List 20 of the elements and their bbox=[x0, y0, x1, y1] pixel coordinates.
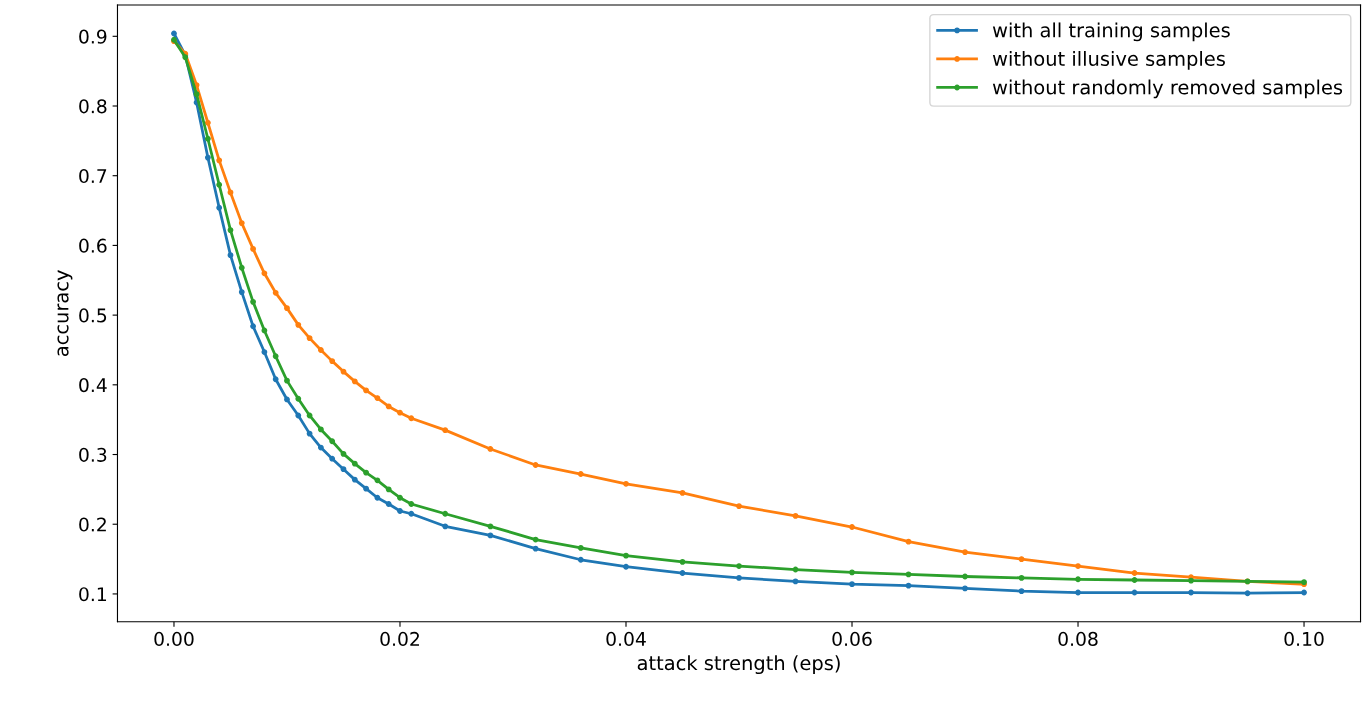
y-tick-label: 0.5 bbox=[79, 308, 107, 323]
y-tick-label: 0.7 bbox=[79, 168, 107, 184]
x-tick-label: 0.00 bbox=[154, 631, 194, 647]
y-tick-label: 0.1 bbox=[79, 587, 107, 602]
y-tick-label: 0.2 bbox=[79, 517, 106, 532]
y-axis-title: accuracy bbox=[57, 270, 73, 357]
x-tick-label: 0.10 bbox=[1284, 631, 1324, 647]
legend-label: with all training samples bbox=[992, 22, 1230, 42]
y-tick-label: 0.9 bbox=[79, 29, 107, 44]
y-tick-label: 0.8 bbox=[79, 99, 107, 114]
y-tick-label: 0.4 bbox=[79, 378, 107, 393]
y-tick-label: 0.3 bbox=[79, 447, 107, 462]
x-tick-label: 0.06 bbox=[832, 631, 872, 647]
x-axis-title: attack strength (eps) bbox=[637, 655, 840, 675]
x-tick-label: 0.02 bbox=[380, 631, 419, 647]
y-tick-label: 0.6 bbox=[79, 238, 107, 253]
x-tick-label: 0.08 bbox=[1058, 631, 1098, 647]
x-tick-label: 0.04 bbox=[606, 631, 646, 647]
legend-label: without randomly removed samples bbox=[992, 79, 1343, 99]
legend-label: without illusive samples bbox=[992, 50, 1225, 70]
